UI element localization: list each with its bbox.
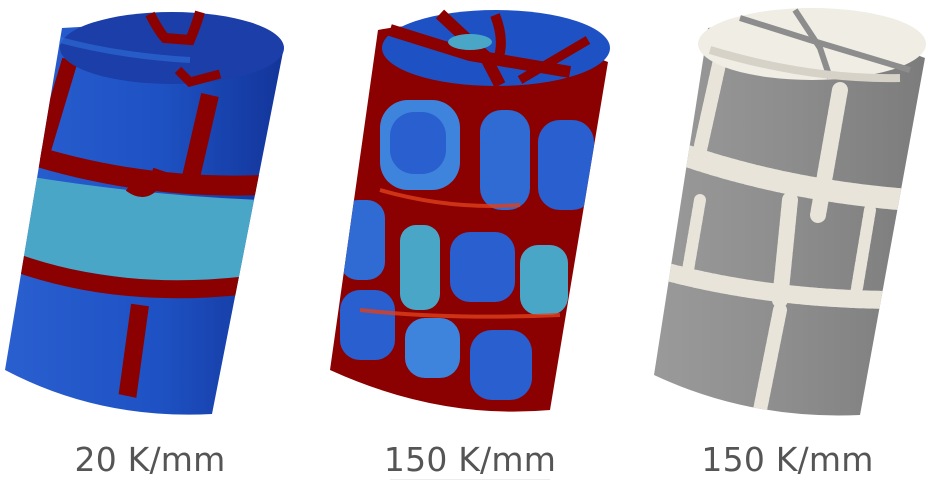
panel-150-kmm-fracture: 150 K/mm <box>640 0 935 482</box>
panel-label: 150 K/mm <box>383 440 557 479</box>
panel-20-kmm: 20 K/mm <box>0 0 300 482</box>
temperature-cylinder-icon <box>5 10 284 415</box>
panel-150-kmm-temperature: 150 K/mm <box>320 0 620 482</box>
panel-label: 20 K/mm <box>74 440 226 479</box>
panel-label: 150 K/mm <box>701 440 874 479</box>
label-underline <box>390 479 550 480</box>
temperature-cylinder-icon <box>330 9 610 412</box>
fractured-cylinder-icon <box>654 8 926 416</box>
